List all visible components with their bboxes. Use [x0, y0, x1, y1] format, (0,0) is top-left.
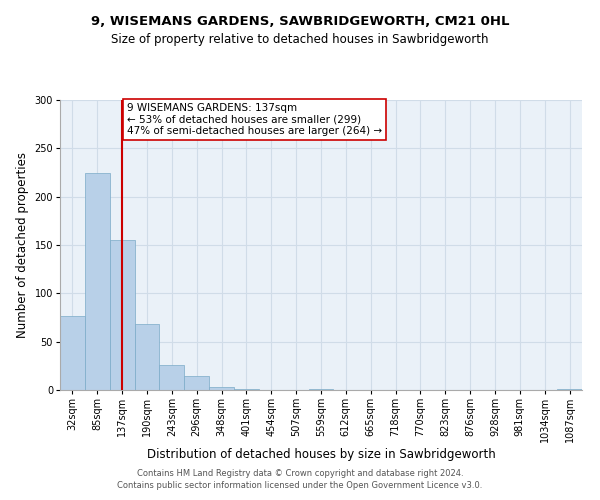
Bar — [308, 389, 334, 390]
Bar — [209, 387, 234, 390]
Bar — [184, 376, 209, 390]
Bar — [110, 240, 134, 390]
Text: Contains HM Land Registry data © Crown copyright and database right 2024.
Contai: Contains HM Land Registry data © Crown c… — [118, 468, 482, 490]
Text: 9, WISEMANS GARDENS, SAWBRIDGEWORTH, CM21 0HL: 9, WISEMANS GARDENS, SAWBRIDGEWORTH, CM2… — [91, 15, 509, 28]
Bar — [160, 365, 184, 390]
Text: Size of property relative to detached houses in Sawbridgeworth: Size of property relative to detached ho… — [111, 32, 489, 46]
Text: 9 WISEMANS GARDENS: 137sqm
← 53% of detached houses are smaller (299)
47% of sem: 9 WISEMANS GARDENS: 137sqm ← 53% of deta… — [127, 103, 382, 136]
Bar — [234, 389, 259, 390]
Bar — [134, 324, 160, 390]
Bar — [60, 316, 85, 390]
Bar — [557, 389, 582, 390]
Bar — [85, 174, 110, 390]
Y-axis label: Number of detached properties: Number of detached properties — [16, 152, 29, 338]
X-axis label: Distribution of detached houses by size in Sawbridgeworth: Distribution of detached houses by size … — [146, 448, 496, 461]
